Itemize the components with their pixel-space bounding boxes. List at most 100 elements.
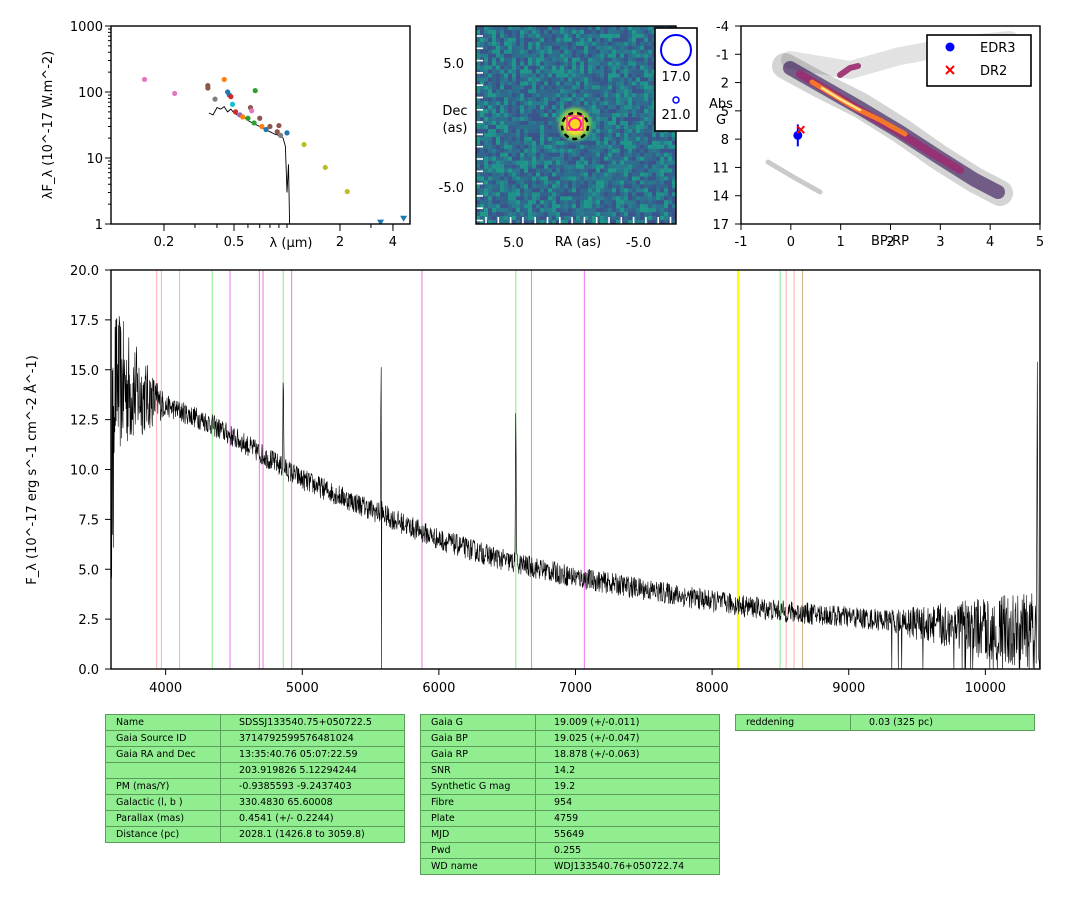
image-pixel [668,212,673,217]
image-pixel [552,136,557,142]
image-pixel [580,216,585,221]
image-pixel [520,200,525,205]
image-pixel [480,93,485,98]
image-pixel [516,164,521,169]
image-pixel [488,89,493,94]
image-pixel [600,26,605,31]
image-pixel [564,97,569,102]
image-pixel [584,168,589,173]
image-pixel [656,160,661,165]
image-pixel [608,26,613,31]
image-pixel [632,196,637,201]
image-pixel [576,69,581,74]
image-pixel [604,208,609,213]
image-pixel [576,160,581,165]
image-pixel [588,212,593,217]
image-pixel [544,164,549,169]
image-pixel [492,128,497,134]
image-pixel [576,89,581,94]
image-pixel [664,160,669,165]
image-pixel [512,125,517,130]
image-pixel [632,73,637,78]
image-pixel [504,53,509,58]
image-pixel [516,73,521,78]
image-pixel [524,148,529,154]
image-pixel [652,188,657,193]
image-pixel [488,160,493,165]
image-pixel [640,132,645,138]
image-pixel [624,29,629,35]
image-pixel [636,188,641,193]
image-pixel [648,128,653,134]
image-pixel [516,160,521,165]
hrd-ytick-label: 17 [712,218,729,233]
image-pixel [612,152,617,157]
image-pixel [632,93,637,98]
image-pixel [484,101,489,106]
image-pixel [636,105,641,110]
image-pixel [476,77,481,82]
image-pixel [616,188,621,193]
image-pixel [652,77,657,82]
image-pixel [660,160,665,165]
image-pixel [500,41,505,47]
image-pixel [500,176,505,181]
image-pixel [636,212,641,217]
info-row: Gaia RP 18.878 (+/-0.063) [420,746,720,763]
image-pixel [576,41,581,47]
image-pixel [564,45,569,51]
image-pixel [488,140,493,146]
image-pixel [660,168,665,173]
image-pixel [620,172,625,177]
image-pixel [556,89,561,94]
image-pixel [564,144,569,150]
image-pixel [528,180,533,185]
image-pixel [604,89,609,94]
image-pixel [508,33,513,39]
image-pixel [624,192,629,197]
image-pixel [556,93,561,98]
image-pixel [652,160,657,165]
image-pixel [544,204,549,209]
image-pixel [624,89,629,94]
image-pixel [548,220,553,224]
image-pixel [488,188,493,193]
image-pixel [652,45,657,51]
image-pixel [620,29,625,35]
image-pixel [484,176,489,181]
image-pixel [592,53,597,58]
image-pixel [508,172,513,177]
image-pixel [480,140,485,146]
image-pixel [548,109,553,114]
image-pixel [612,26,617,31]
image-pixel [500,117,505,122]
image-pixel [520,176,525,181]
image-pixel [572,37,577,43]
image-pixel [628,208,633,213]
image-pixel [524,41,529,47]
image-pixel [500,113,505,118]
image-pixel [580,180,585,185]
image-pixel [616,132,621,138]
image-pixel [476,172,481,177]
image-pixel [600,168,605,173]
image-pixel [600,148,605,154]
image-pixel [556,192,561,197]
image-pixel [616,49,621,55]
image-pixel [660,200,665,205]
image-pixel [528,29,533,35]
image-pixel [476,125,481,130]
image-pixel [648,97,653,102]
image-pixel [648,200,653,205]
image-pixel [540,109,545,114]
image-pixel [620,184,625,189]
image-pixel [536,216,541,221]
image-pixel [496,117,501,122]
info-label: Pwd [420,842,536,859]
image-pixel [668,200,673,205]
image-pixel [548,180,553,185]
image-pixel [596,128,601,134]
image-pixel [648,117,653,122]
image-pixel [604,200,609,205]
image-pixel [528,196,533,201]
